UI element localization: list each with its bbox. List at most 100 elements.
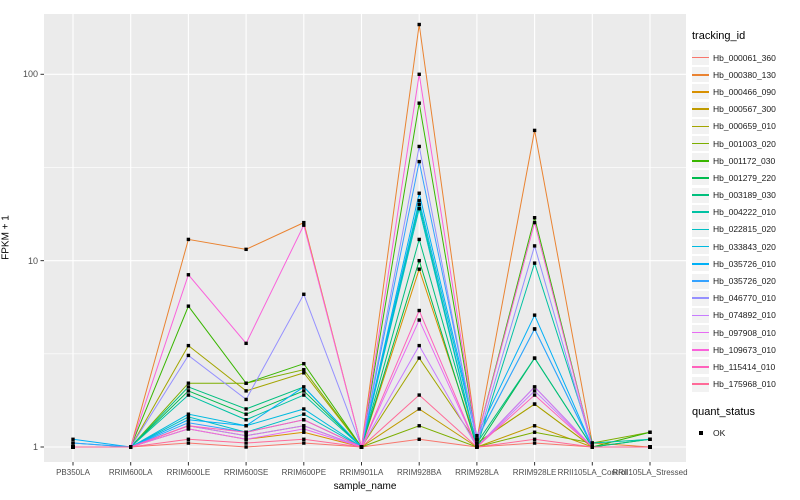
data-point (359, 445, 364, 449)
data-point (417, 424, 421, 428)
data-point (71, 437, 75, 441)
x-tick-label: RRIM600LA (108, 468, 153, 477)
y-tick-label: 100 (22, 69, 38, 80)
data-point (186, 412, 191, 416)
x-tick-label: RRIM928LA (455, 468, 499, 477)
data-point (302, 385, 306, 389)
legend-item: OK (692, 425, 798, 442)
x-tick-label: RRIM928BA (396, 468, 442, 477)
data-point (475, 445, 479, 449)
legend-item-label: Hb_035726_010 (713, 258, 776, 269)
legend-item-label: OK (713, 428, 726, 439)
data-point (417, 258, 421, 263)
panel-background (44, 14, 686, 462)
legend-color-line (692, 245, 709, 248)
data-point (417, 267, 421, 271)
legend-item-label: Hb_000659_010 (713, 121, 776, 132)
legend-key-swatch (692, 221, 709, 237)
data-point (244, 424, 248, 428)
legend-key-swatch (692, 67, 709, 83)
data-point (302, 427, 306, 431)
data-point (244, 433, 248, 438)
data-point (186, 437, 191, 441)
legend-item-label: Hb_003189_030 (713, 190, 776, 201)
data-point (590, 441, 594, 445)
data-point (186, 273, 191, 277)
legend-color-line (692, 56, 709, 59)
legend-color-items: Hb_000061_360 Hb_000380_130 Hb_000466_090 H… (692, 49, 798, 393)
legend-color-line (692, 331, 709, 334)
legend-item: Hb_109673_010 (692, 341, 798, 358)
data-point (302, 292, 306, 296)
data-point (648, 445, 652, 449)
data-point (302, 407, 306, 411)
legend-color-line (692, 108, 709, 110)
legend-item-label: Hb_022815_020 (713, 224, 776, 235)
legend-item: Hb_033843_020 (692, 238, 798, 255)
legend-item: Hb_001003_020 (692, 135, 798, 152)
data-point (244, 437, 248, 441)
legend-item-label: Hb_074892_010 (713, 310, 776, 321)
data-point (302, 361, 306, 366)
legend-key-swatch (692, 153, 709, 169)
data-point (532, 389, 537, 393)
legend-key-swatch (692, 290, 709, 306)
legend-item: Hb_046770_010 (692, 290, 798, 307)
data-point (532, 327, 537, 331)
data-point (302, 412, 306, 416)
data-point (532, 244, 537, 248)
data-point (417, 237, 421, 242)
legend-color-line (692, 280, 709, 282)
data-point (532, 441, 537, 445)
legend-key-swatch (692, 118, 709, 134)
data-point (532, 393, 537, 397)
data-point (532, 216, 537, 220)
data-point (186, 237, 191, 242)
data-point (417, 343, 421, 348)
data-point (475, 437, 479, 441)
legend: tracking_id Hb_000061_360 Hb_000380_130 Hb… (692, 30, 798, 442)
data-point (244, 397, 248, 402)
data-point (648, 430, 652, 434)
legend-color-line (692, 263, 709, 265)
legend-item-label: Hb_000567_300 (713, 104, 776, 115)
data-point (532, 424, 537, 428)
data-point (244, 445, 248, 449)
data-point (71, 441, 75, 445)
y-axis-title: FPKM + 1 (0, 215, 12, 260)
legend-color-line (692, 142, 709, 145)
legend-item: Hb_003189_030 (692, 187, 798, 204)
legend-title-quant-status: quant_status (692, 405, 755, 418)
data-point (475, 433, 479, 438)
legend-item-label: Hb_109673_010 (713, 344, 776, 355)
legend-item: Hb_074892_010 (692, 307, 798, 324)
data-point (186, 424, 191, 428)
data-point (417, 72, 421, 76)
legend-item: Hb_035726_010 (692, 255, 798, 272)
legend-color-line (692, 314, 709, 317)
legend-item: Hb_004222_010 (692, 204, 798, 221)
legend-color-line (692, 91, 709, 93)
legend-key-swatch (692, 359, 709, 375)
data-point (302, 220, 306, 225)
legend-item-label: Hb_000380_130 (713, 69, 776, 80)
legend-item: Hb_097908_010 (692, 324, 798, 341)
x-axis-title: sample_name (333, 481, 397, 492)
legend-item-label: Hb_000061_360 (713, 52, 776, 63)
legend-color-line (692, 125, 709, 128)
legend-color-line (692, 177, 709, 179)
legend-item-label: Hb_001279_220 (713, 172, 776, 183)
legend-item: Hb_115414_010 (692, 358, 798, 375)
data-point (417, 101, 421, 105)
data-point (71, 445, 75, 449)
data-point (532, 430, 537, 434)
data-point (186, 427, 191, 431)
x-tick-label: RRII105LA_Stressed (612, 468, 688, 477)
legend-key-swatch (692, 101, 709, 117)
legend-color-line (692, 159, 709, 162)
data-point (186, 418, 191, 422)
data-point (244, 389, 248, 393)
data-point (186, 385, 191, 389)
